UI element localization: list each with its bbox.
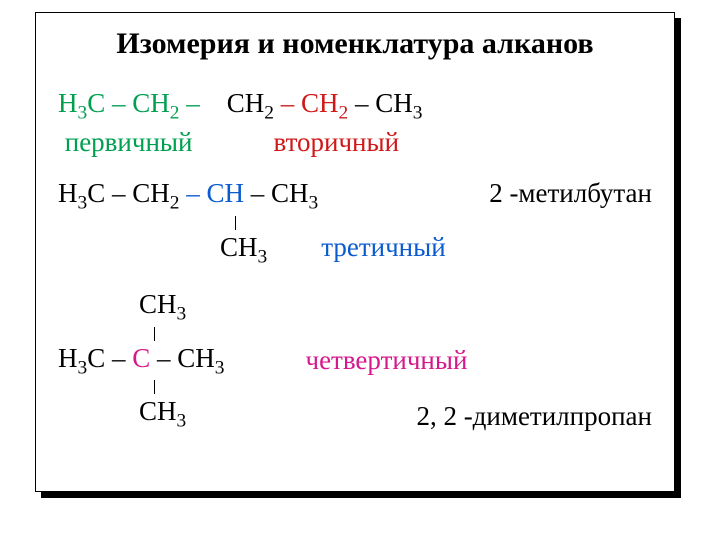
label-secondary: вторичный [274,127,400,157]
m2-CH-blue: – CH [179,178,244,208]
m3-bond-bot [154,380,156,394]
molecule-3: CH3 H3C – C – CH3 четвертичный CH3 2, 2 … [58,288,652,434]
molecule-1: H3C – CH2 – CH2 – CH2 – CH3 первичный вт… [58,87,652,159]
m3-name: 2, 2 -диметилпропан [416,400,652,434]
m2-bond [235,216,237,230]
slide-title: Изомерия и номенклатура алканов [58,27,652,61]
m3-C-magenta: C [132,343,150,373]
m1-ch3-black: – CH3 [348,88,422,118]
label-tertiary: третичный [321,232,445,262]
label-primary: первичный [58,127,193,157]
molecule-2: H3C – CH2 – CH – CH3 2 -метилбутан CH3тр… [58,177,652,269]
slide-card: Изомерия и номенклатура алканов H3C – CH… [35,12,675,492]
m3-bond-top [154,327,156,341]
m1-ch2-red: – CH2 [274,88,348,118]
m1-h3c-green: H3C – CH2 – [58,88,206,118]
m2-name: 2 -метилбутан [489,177,652,211]
m1-spacer: CH [206,88,264,118]
label-quaternary: четвертичный [305,345,467,375]
